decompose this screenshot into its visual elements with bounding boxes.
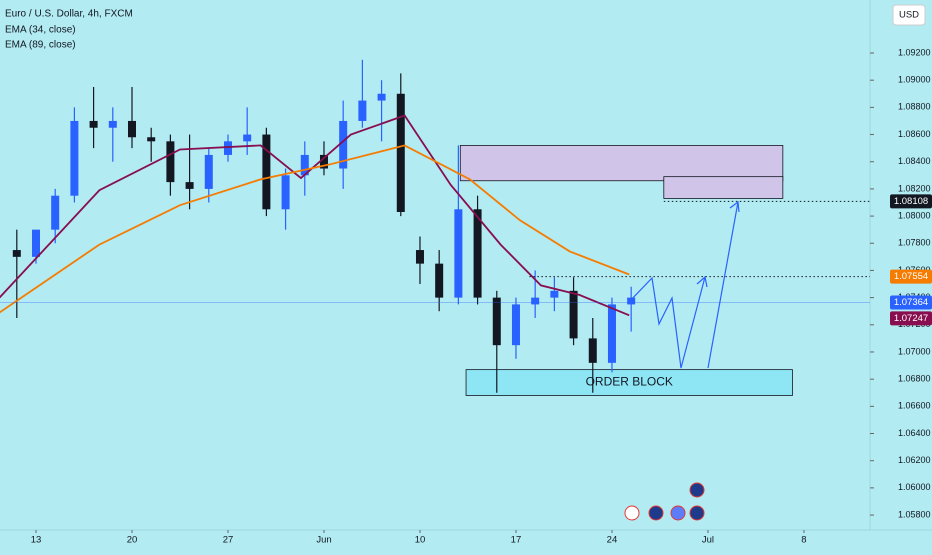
candle-body (492, 297, 501, 346)
event-icon (689, 482, 705, 498)
zone-label: ORDER BLOCK (586, 375, 673, 389)
zone (465, 369, 793, 396)
event-icons (624, 482, 705, 521)
currency-button[interactable] (892, 4, 926, 26)
price-badge (890, 311, 932, 326)
x-tick-label: 13 (31, 535, 42, 546)
price-badge-label: 1.07364 (894, 297, 928, 308)
candle-body (569, 290, 578, 339)
candle-body (435, 263, 444, 298)
candle-body (358, 100, 367, 121)
candle-body (588, 338, 597, 363)
price-badge-label: 1.07554 (894, 271, 928, 282)
ema-line (0, 144, 630, 314)
candle-body (204, 154, 213, 189)
candle-body (12, 250, 21, 257)
legend-entry: EMA (89, close) (5, 40, 76, 51)
event-icon (689, 505, 705, 521)
price-badge-label: 1.08108 (894, 196, 928, 207)
arrow-head (729, 200, 740, 213)
y-tick-label: 1.09200 (898, 47, 931, 57)
x-tick-label: 24 (607, 535, 618, 546)
x-tick-label: 10 (415, 535, 426, 546)
x-tick-label: Jul (702, 535, 714, 546)
y-tick-label: 1.08200 (898, 183, 931, 193)
zone (459, 145, 784, 182)
candle-body (223, 141, 232, 155)
candle-body (51, 195, 60, 230)
price-badge-label: 1.07247 (894, 313, 928, 324)
x-tick-label: 17 (511, 535, 522, 546)
candle-body (166, 141, 175, 183)
y-tick-label: 1.07800 (898, 238, 931, 248)
candle-body (127, 120, 136, 138)
candle-body (396, 93, 405, 212)
y-tick-label: 1.06600 (898, 401, 931, 411)
x-tick-label: 20 (127, 535, 138, 546)
candle-body (281, 175, 290, 210)
event-icon (670, 505, 686, 521)
candle-body (454, 209, 463, 298)
chart-title: Euro / U.S. Dollar, 4h, FXCM (5, 9, 133, 20)
y-tick-label: 1.08800 (898, 102, 931, 112)
y-tick-label: 1.08000 (898, 210, 931, 220)
y-tick-label: 1.09000 (898, 75, 931, 85)
projection-path (627, 276, 706, 369)
y-tick-label: 1.05800 (898, 509, 931, 519)
y-tick-label: 1.06400 (898, 428, 931, 438)
y-tick-label: 1.06000 (898, 482, 931, 492)
candle-body (89, 120, 98, 128)
candle-body (147, 137, 156, 142)
candle-body (185, 182, 194, 189)
candle-body (300, 154, 309, 176)
x-tick-label: 27 (223, 535, 234, 546)
candle-body (70, 120, 79, 196)
candle-body (31, 229, 40, 257)
zone (663, 176, 784, 199)
y-tick-label: 1.06800 (898, 374, 931, 384)
ema-line (0, 114, 630, 317)
event-icon (624, 505, 640, 521)
candle-body (262, 134, 271, 210)
x-tick-label: Jun (316, 535, 331, 546)
candle-body (108, 120, 117, 128)
projection-path (707, 201, 739, 369)
event-icon (648, 505, 664, 521)
candle-body (473, 209, 482, 298)
candle-body (550, 290, 559, 298)
candle-body (339, 120, 348, 169)
candle-body (243, 134, 252, 142)
y-tick-label: 1.08400 (898, 156, 931, 166)
candle-body (319, 154, 328, 169)
candle-body (377, 93, 386, 101)
projection (627, 200, 740, 369)
candle-body (511, 304, 520, 346)
y-tick-label: 1.07000 (898, 346, 931, 356)
price-badge (890, 269, 932, 284)
price-badge (890, 194, 932, 209)
candle-body (607, 304, 616, 363)
price-badge (890, 295, 932, 310)
arrow-head (696, 275, 708, 288)
currency-label: USD (899, 10, 919, 21)
y-tick-label: 1.08600 (898, 129, 931, 139)
candle-body (415, 250, 424, 264)
candle-body (627, 297, 636, 305)
x-tick-label: 8 (801, 535, 806, 546)
y-tick-label: 1.06200 (898, 455, 931, 465)
legend-entry: EMA (34, close) (5, 25, 76, 36)
candle-body (531, 297, 540, 305)
